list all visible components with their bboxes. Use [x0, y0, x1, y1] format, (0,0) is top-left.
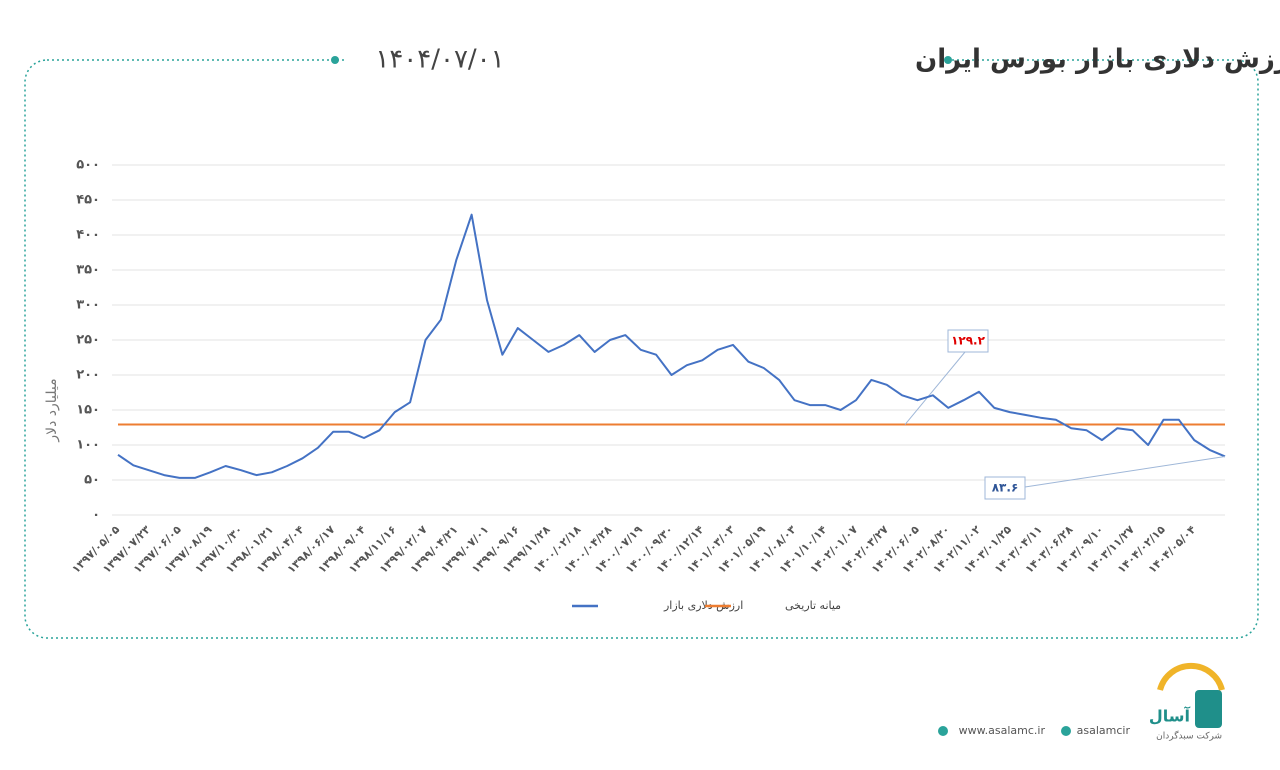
- logo-arc: [1157, 662, 1225, 691]
- telegram: asalamcir: [1077, 724, 1131, 737]
- y-tick-label: ۳۵۰: [76, 263, 100, 278]
- y-tick-label: ۴۰۰: [76, 228, 100, 243]
- y-tick-label: ۵۰: [84, 473, 100, 488]
- date: ۱۴۰۴/۰۷/۰۱: [375, 45, 504, 75]
- legend-label: ارزش دلاری بازار: [663, 599, 743, 612]
- y-tick-label: ۳۰۰: [76, 298, 100, 313]
- title-bg: [345, 40, 950, 80]
- y-axis-label: میلیارد دلار: [44, 378, 60, 442]
- y-tick-label: ۲۵۰: [76, 333, 100, 348]
- frame: [24, 59, 1259, 639]
- icon: [938, 726, 948, 736]
- logo-shape: [1195, 690, 1222, 728]
- value-label: ۸۳.۶: [992, 481, 1019, 495]
- y-tick-label: ۵۰۰: [76, 158, 100, 173]
- logo-text: آسال: [1149, 706, 1191, 726]
- legend-label: میانه تاریخی: [785, 599, 841, 612]
- series-line: [117, 213, 1226, 479]
- y-tick-label: ۲۰۰: [76, 368, 100, 383]
- dot: [331, 56, 339, 64]
- y-tick-label: ۱۰۰: [76, 438, 100, 453]
- website: www.asalamc.ir: [959, 724, 1046, 737]
- icon: [1061, 726, 1071, 736]
- y-tick-label: ۴۵۰: [76, 193, 100, 208]
- callout-line: [904, 351, 966, 425]
- legend: ارزش دلاری بازار میانه تاریخی: [572, 599, 841, 612]
- y-tick-label: ۰: [92, 508, 100, 523]
- chart-title: ارزش دلاری بازار بورس ایران: [915, 45, 1280, 75]
- logo-sub: شرکت سبدگردان: [1156, 730, 1222, 742]
- callout-line: [1024, 455, 1226, 488]
- callout-box: [947, 329, 989, 353]
- reference-label: ۱۲۹.۲: [951, 334, 986, 348]
- dot: [944, 56, 952, 64]
- y-tick-label: ۱۵۰: [76, 403, 100, 418]
- footer: www.asalamc.ir asalamcir آسال شرکت سبدگر…: [938, 662, 1225, 742]
- callout-box: [984, 476, 1026, 500]
